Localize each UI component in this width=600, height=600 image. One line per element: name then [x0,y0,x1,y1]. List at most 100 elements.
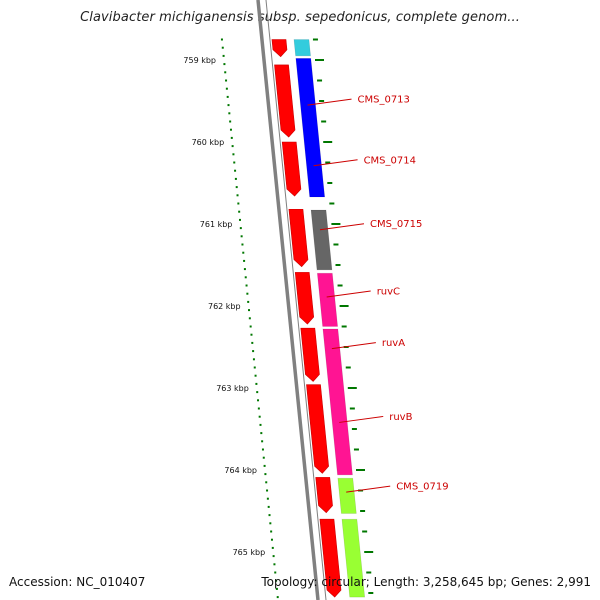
ruler-minor-tick [254,374,257,377]
ruler-minor-tick [264,473,267,476]
cds-feature [271,39,288,58]
ruler-minor-tick [250,333,253,336]
ruler-label: 759 kbp [183,56,216,65]
ruler-minor-tick [273,563,276,566]
gene-label-leader [307,98,352,106]
outer-tick [327,182,333,184]
cds-feature [281,141,302,197]
outer-tick [353,448,359,451]
outer-tick [351,428,357,430]
ruler-label: 765 kbp [233,548,266,557]
outer-tick [333,243,339,246]
gene-label[interactable]: ruvC [377,286,400,297]
genome-summary: Topology: circular; Length: 3,258,645 bp… [261,575,591,589]
outer-tick [315,59,324,61]
ruler-minor-tick [234,177,237,180]
ruler-minor-tick [255,382,258,385]
gene-label-leader [326,290,371,298]
category-feature [337,477,357,514]
ruler-minor-tick [241,243,244,246]
ruler-minor-tick [259,423,262,426]
ruler-minor-tick [256,391,259,394]
outer-tick [339,305,349,307]
ruler-minor-tick [261,448,264,451]
category-track [293,39,366,598]
outer-tick [335,264,341,266]
ruler-minor-tick [270,530,273,533]
ruler-labels: 759 kbp 760 kbp 761 kbp 762 kbp 763 kbp 764 k… [183,56,265,557]
ruler-minor-tick [243,268,246,271]
ruler-minor-tick [258,415,261,418]
ruler-minor-tick [224,71,227,74]
ruler-minor-tick [276,596,279,599]
outer-tick [317,79,323,82]
outer-tick [345,366,351,369]
ruler-minor-tick [223,63,226,66]
gene-label-leader [319,223,365,231]
gene-label[interactable]: ruvB [389,412,412,423]
ruler-minor-tick [236,194,239,197]
gene-label-leader [313,159,358,167]
outer-tick [347,387,357,389]
outer-tick [341,325,347,328]
cds-feature [319,518,342,598]
ruler-minor-tick [263,464,266,467]
outer-tick [329,202,335,205]
outer-tick [319,100,325,102]
ruler-minor-tick [268,514,271,517]
outer-tick [323,141,333,143]
ruler-minor-tick [242,251,245,254]
ruler-minor-tick [225,87,228,90]
ruler-minor-tick [232,153,235,156]
outer-tick [325,161,331,164]
ruler-minor-tick [248,309,251,312]
ruler-minor-tick [227,104,230,107]
ruler-minor-tick [235,186,238,189]
ruler-label: 762 kbp [208,302,241,311]
ruler-minor-tick [234,169,237,172]
ruler-minor-tick [275,579,278,582]
category-feature [316,272,338,327]
gene-label[interactable]: CMS_0713 [358,95,410,106]
ruler-minor-tick [261,440,264,443]
ruler-minor-tick [222,54,225,57]
ruler-minor-tick [267,505,270,508]
ruler-label: 760 kbp [192,138,225,147]
gene-label[interactable]: ruvA [382,338,405,349]
ruler-minor-tick [229,128,232,131]
gene-label[interactable]: CMS_0714 [364,155,416,166]
gene-label[interactable]: CMS_0715 [370,219,422,230]
ruler-dots [220,38,279,599]
ruler-minor-tick [272,555,275,558]
gene-labels: CMS_0713 CMS_0714 CMS_0715 ruvC ruvA ruvB CMS_… [307,95,449,493]
cds-feature [300,327,320,382]
outer-tick [356,469,365,471]
gene-label[interactable]: CMS_0719 [396,482,448,493]
ruler-minor-tick [229,120,232,123]
category-feature [322,328,353,476]
accession-text: Accession: NC_010407 [9,575,146,589]
gene-label-leader [331,342,376,350]
outer-tick [349,407,355,410]
category-feature [341,518,366,598]
category-feature [295,58,326,198]
ruler-minor-tick [245,284,248,287]
ruler-minor-tick [252,350,255,353]
ruler-minor-tick [230,136,233,139]
outer-tick [362,530,368,533]
ruler-minor-tick [233,161,236,164]
outer-tick [366,571,372,574]
outer-tick [321,120,327,123]
gene-label-leader [339,415,384,423]
ruler-label: 763 kbp [216,384,249,393]
outer-tick [331,223,341,225]
cds-feature [288,208,309,268]
ruler-minor-tick [237,202,240,205]
ruler-minor-tick [249,325,252,328]
ruler-minor-tick [221,46,224,49]
ruler-minor-tick [271,546,274,549]
outer-tick [368,592,374,594]
ruler-minor-tick [275,587,278,590]
ruler-label: 764 kbp [224,466,257,475]
